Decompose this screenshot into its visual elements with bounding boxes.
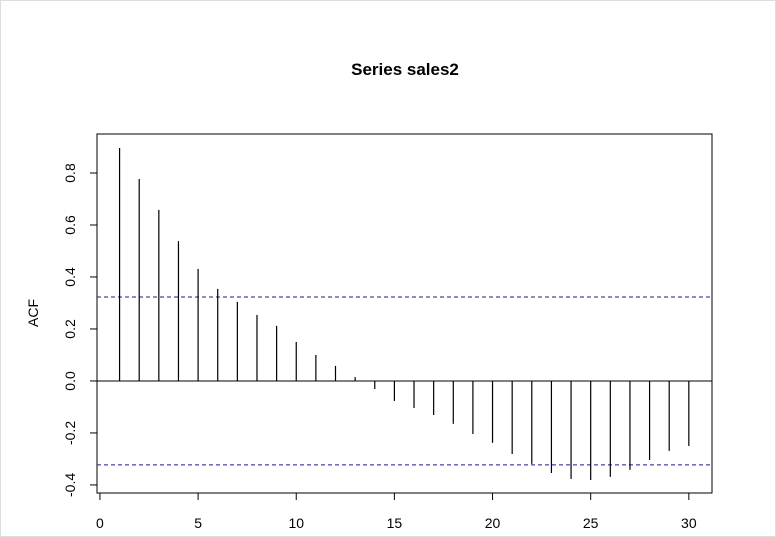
- chart-title: Series sales2: [351, 60, 459, 79]
- y-tick-label: 0.4: [62, 267, 78, 287]
- x-tick-label: 0: [96, 515, 104, 531]
- y-tick-label: -0.2: [62, 421, 78, 445]
- x-tick-label: 20: [485, 515, 501, 531]
- y-tick-label: 0.6: [62, 215, 78, 235]
- y-tick-label: -0.4: [62, 473, 78, 497]
- y-tick-label: 0.8: [62, 163, 78, 183]
- y-tick-label: 0.0: [62, 371, 78, 391]
- x-tick-label: 10: [288, 515, 304, 531]
- y-axis-label: ACF: [25, 299, 41, 327]
- x-tick-label: 5: [194, 515, 202, 531]
- y-tick-label: 0.2: [62, 319, 78, 339]
- x-tick-label: 15: [387, 515, 403, 531]
- x-tick-label: 25: [583, 515, 599, 531]
- x-tick-label: 30: [681, 515, 697, 531]
